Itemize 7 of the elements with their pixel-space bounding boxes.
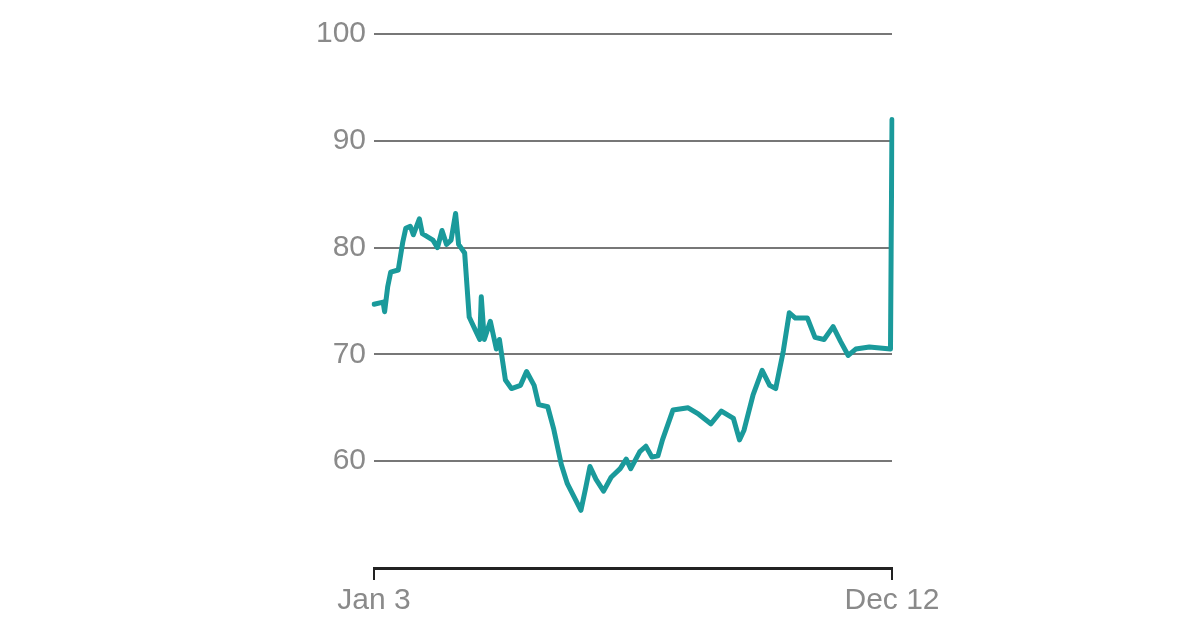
y-tick-label: 100 [315, 15, 367, 49]
y-tick-label: 60 [332, 442, 367, 476]
y-tick-label: 70 [332, 335, 367, 369]
x-tick-label: Dec 12 [844, 582, 940, 616]
x-tick-label: Jan 3 [337, 582, 411, 616]
y-tick-label: 90 [332, 122, 367, 156]
y-tick-label: 80 [332, 228, 367, 262]
